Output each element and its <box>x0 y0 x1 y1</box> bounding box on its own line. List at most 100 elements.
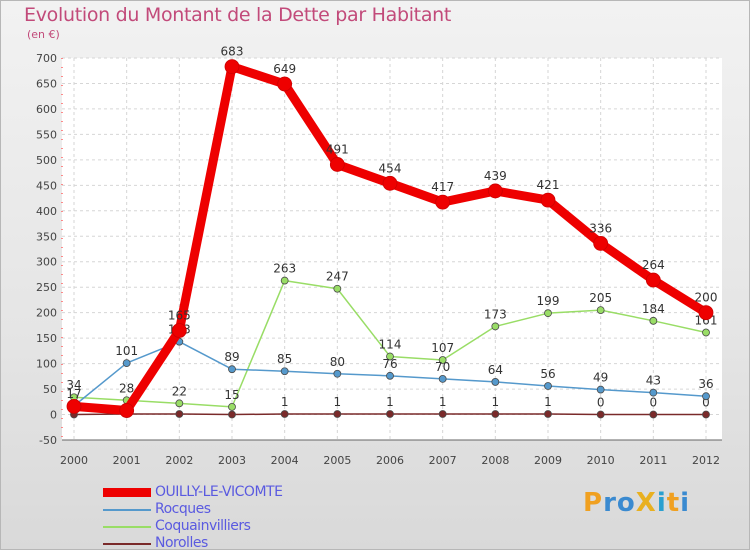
point-rocques <box>596 385 605 394</box>
data-label-coquainvilliers: 28 <box>119 381 134 395</box>
legend-item-ouilly: OUILLY-LE-VICOMTE <box>103 484 363 501</box>
point-ouilly-le-vicomte <box>593 235 609 251</box>
chart-subtitle: (en €) <box>27 28 60 41</box>
data-label-norolles: 0 <box>650 396 658 410</box>
point-norolles <box>280 410 289 418</box>
data-label-coquainvilliers: 205 <box>589 291 612 305</box>
chart-title: Evolution du Montant de la Dette par Hab… <box>24 4 452 26</box>
y-tick-label: 350 <box>36 230 57 243</box>
point-ouilly-le-vicomte <box>540 192 556 208</box>
x-tick-label: 2003 <box>218 454 246 467</box>
point-ouilly-le-vicomte <box>487 183 503 199</box>
logo-letter: P <box>583 488 604 518</box>
y-tick-label: 100 <box>36 358 57 371</box>
data-label-coquainvilliers: 184 <box>642 302 665 316</box>
y-tick-label: 600 <box>36 103 57 116</box>
data-label-ouilly-le-vicomte: 649 <box>273 62 296 76</box>
legend-label-norolles: Norolles <box>155 535 208 551</box>
data-label-rocques: 36 <box>698 377 713 391</box>
y-tick-label: 500 <box>36 154 57 167</box>
data-label-ouilly-le-vicomte: 417 <box>431 180 454 194</box>
proxiti-logo: ProXiti <box>583 488 690 518</box>
x-tick-label: 2001 <box>113 454 141 467</box>
point-ouilly-le-vicomte <box>171 323 187 338</box>
point-rocques <box>280 367 289 376</box>
point-coquainvilliers <box>175 399 184 408</box>
point-rocques <box>228 365 236 374</box>
data-label-coquainvilliers: 22 <box>172 384 187 398</box>
data-label-norolles: 1 <box>492 395 500 409</box>
x-tick-label: 2005 <box>323 454 351 467</box>
data-label-rocques: 76 <box>382 357 397 371</box>
legend-item-norolles: Norolles <box>103 535 363 552</box>
x-tick-label: 2000 <box>60 454 88 467</box>
point-ouilly-le-vicomte <box>645 272 661 288</box>
y-tick-label: 400 <box>36 205 57 218</box>
legend-item-coquainvilliers: Coquainvilliers <box>103 518 363 535</box>
x-tick-label: 2009 <box>534 454 562 467</box>
data-label-coquainvilliers: 263 <box>273 262 296 276</box>
point-coquainvilliers <box>702 328 710 337</box>
point-ouilly-le-vicomte <box>329 157 345 172</box>
point-norolles <box>596 410 605 419</box>
legend-swatch-rocques <box>103 509 151 511</box>
data-label-norolles: 0 <box>597 396 605 410</box>
y-tick-label: 50 <box>43 383 57 396</box>
point-coquainvilliers <box>491 322 500 331</box>
logo-letter: X <box>635 488 657 518</box>
x-tick-label: 2006 <box>376 454 404 467</box>
x-tick-label: 2002 <box>165 454 193 467</box>
data-label-coquainvilliers: 173 <box>484 307 507 321</box>
data-label-norolles: 0 <box>702 396 710 410</box>
data-label-rocques: 70 <box>435 360 450 374</box>
data-label-rocques: 101 <box>115 344 138 358</box>
point-coquainvilliers <box>596 306 605 315</box>
point-coquainvilliers <box>280 276 289 285</box>
point-norolles <box>228 410 236 419</box>
logo-letter: i <box>680 488 691 518</box>
legend-item-rocques: Rocques <box>103 501 363 518</box>
point-coquainvilliers <box>649 316 658 325</box>
point-ouilly-le-vicomte <box>698 305 714 321</box>
data-label-rocques: 43 <box>646 374 661 388</box>
data-label-ouilly-le-vicomte: 491 <box>326 142 349 156</box>
data-label-norolles: 1 <box>544 395 552 409</box>
x-tick-label: 2008 <box>481 454 509 467</box>
logo-letter: t <box>666 488 681 518</box>
data-label-ouilly-le-vicomte: 336 <box>589 221 612 235</box>
x-tick-label: 2010 <box>587 454 615 467</box>
data-label-ouilly-le-vicomte: 200 <box>695 291 718 305</box>
point-coquainvilliers <box>438 356 447 364</box>
point-ouilly-le-vicomte <box>66 398 82 414</box>
data-label-norolles: 1 <box>439 395 447 409</box>
data-label-coquainvilliers: 34 <box>66 378 81 392</box>
data-label-ouilly-le-vicomte: 421 <box>537 178 560 192</box>
point-rocques <box>386 371 394 380</box>
data-label-rocques: 56 <box>540 367 555 381</box>
plot-area <box>62 58 722 440</box>
data-label-rocques: 49 <box>593 371 608 385</box>
point-rocques <box>491 378 500 386</box>
point-ouilly-le-vicomte <box>435 194 451 210</box>
y-tick-label: 150 <box>36 332 57 345</box>
legend-swatch-norolles <box>103 543 151 545</box>
point-rocques <box>438 374 447 383</box>
point-ouilly-le-vicomte <box>119 403 135 418</box>
point-norolles <box>175 410 184 418</box>
x-tick-label: 2004 <box>271 454 299 467</box>
point-rocques <box>649 388 658 397</box>
point-ouilly-le-vicomte <box>224 59 240 75</box>
data-label-rocques: 89 <box>224 350 239 364</box>
point-norolles <box>491 410 500 418</box>
data-label-rocques: 64 <box>488 363 503 377</box>
data-label-coquainvilliers: 15 <box>224 388 239 402</box>
point-norolles <box>386 410 394 418</box>
point-norolles <box>702 410 710 419</box>
data-label-coquainvilliers: 114 <box>379 337 402 351</box>
point-coquainvilliers <box>333 284 342 293</box>
point-rocques <box>333 369 342 378</box>
point-norolles <box>333 410 342 418</box>
y-tick-label: 650 <box>36 77 57 90</box>
data-label-ouilly-le-vicomte: 683 <box>221 45 244 59</box>
point-rocques <box>702 392 710 401</box>
